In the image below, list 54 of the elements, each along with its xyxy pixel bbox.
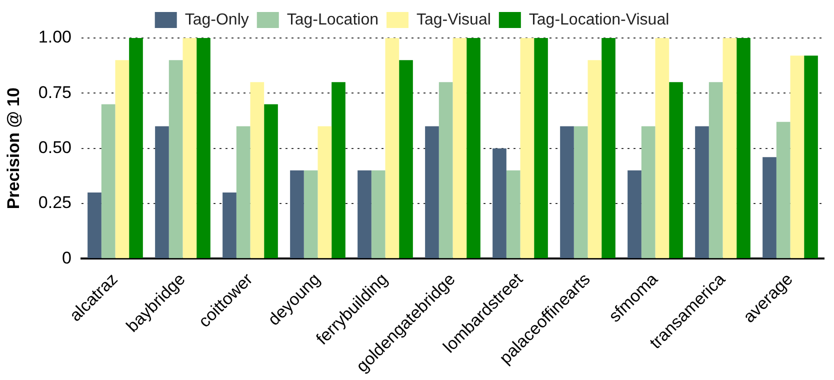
bar (669, 82, 683, 258)
legend-label: Tag-Visual (416, 11, 491, 28)
bar (602, 38, 616, 258)
bar (790, 56, 804, 258)
bar (506, 170, 520, 258)
legend-label: Tag-Location-Visual (528, 11, 670, 28)
bar (358, 170, 372, 258)
bar (250, 82, 264, 258)
bar (196, 38, 210, 258)
bar (399, 60, 413, 258)
bar (236, 126, 250, 258)
bar (722, 38, 737, 258)
bar (776, 122, 790, 258)
bar (318, 126, 332, 258)
bar (332, 82, 346, 258)
bar (438, 82, 453, 258)
bar (182, 38, 197, 258)
bar (115, 60, 130, 258)
y-tick-label: 0.75 (38, 82, 72, 102)
bar (466, 38, 480, 258)
bar (560, 126, 574, 258)
y-tick-label: 1.00 (38, 28, 72, 47)
bar (655, 38, 670, 258)
bar (129, 38, 143, 258)
legend-label: Tag-Location (286, 11, 379, 28)
y-axis-title: Precision @ 10 (4, 88, 23, 210)
bar (588, 60, 602, 258)
bar (492, 148, 506, 258)
bar (304, 170, 318, 258)
bar (534, 38, 548, 258)
bar (804, 56, 818, 258)
bar (385, 38, 400, 258)
bar (695, 126, 709, 258)
bar (520, 38, 534, 258)
bar (762, 157, 776, 258)
bar (425, 126, 439, 258)
bar (290, 170, 304, 258)
bar (101, 104, 116, 258)
bar (574, 126, 588, 258)
bar (708, 82, 723, 258)
bar (736, 38, 750, 258)
bar (452, 38, 467, 258)
bar (264, 104, 278, 258)
y-tick-label: 0.25 (38, 193, 72, 212)
bar (222, 192, 236, 258)
bar (168, 60, 183, 258)
bar (641, 126, 656, 258)
bar (155, 126, 169, 258)
bar (88, 192, 102, 258)
legend-label: Tag-Only (184, 11, 249, 28)
y-tick-label: 0 (62, 248, 72, 268)
bar (628, 170, 642, 258)
bar (371, 170, 386, 258)
y-tick-label: 0.50 (38, 138, 72, 158)
